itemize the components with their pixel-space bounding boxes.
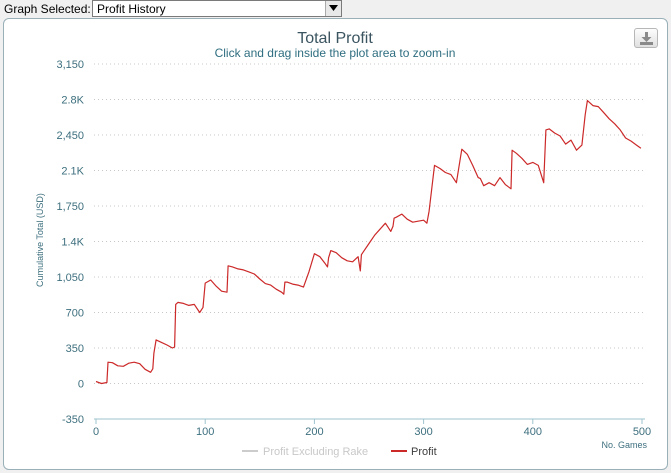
x-tick-label: 400 xyxy=(524,426,542,438)
series-line-profit[interactable] xyxy=(95,99,642,385)
legend: Profit Excluding Rake Profit xyxy=(242,446,437,458)
x-tick-label: 0 xyxy=(93,426,99,438)
graph-select-value: Profit History xyxy=(97,2,166,16)
dropdown-arrow-button[interactable] xyxy=(325,1,341,16)
y-tick-label: 1,750 xyxy=(56,201,84,213)
x-tick-label: 300 xyxy=(414,426,432,438)
legend-item-profit-excl-rake[interactable]: Profit Excluding Rake xyxy=(263,446,368,458)
y-tick-label: 350 xyxy=(66,343,84,355)
y-tick-label: 2.8K xyxy=(61,95,84,107)
download-button[interactable] xyxy=(634,28,658,48)
y-axis-label: Cumulative Total (USD) xyxy=(35,193,45,287)
y-tick-label: 1.4K xyxy=(61,237,84,249)
x-tick-label: 500 xyxy=(633,426,651,438)
y-tick-label: 3,150 xyxy=(56,59,84,71)
y-tick-label: 2,450 xyxy=(56,130,84,142)
legend-item-profit[interactable]: Profit xyxy=(411,446,437,458)
x-axis-ticks: 0 100 200 300 400 500 xyxy=(93,419,651,438)
y-tick-label: 0 xyxy=(78,379,84,391)
chevron-down-icon xyxy=(329,5,338,11)
graph-selected-label: Graph Selected: xyxy=(4,2,91,16)
x-tick-label: 200 xyxy=(305,426,323,438)
download-icon xyxy=(640,32,653,45)
chart-subtitle: Click and drag inside the plot area to z… xyxy=(215,46,456,60)
y-axis-ticks: -350 0 350 700 1,050 1.4K 1,750 2.1K 2,450 2.8K 3,… xyxy=(56,59,84,426)
grid-lines xyxy=(94,63,645,384)
x-axis-label: No. Games xyxy=(601,440,647,450)
y-tick-label: 1,050 xyxy=(56,272,84,284)
series-group xyxy=(95,99,642,385)
x-tick-label: 100 xyxy=(196,426,214,438)
chart-panel xyxy=(3,18,668,470)
graph-selector-bar: Graph Selected: Profit History xyxy=(0,0,671,18)
y-tick-label: -350 xyxy=(62,414,84,426)
y-tick-label: 700 xyxy=(66,308,84,320)
graph-select-dropdown[interactable]: Profit History xyxy=(92,0,342,17)
chart-title: Total Profit xyxy=(297,30,373,47)
y-tick-label: 2.1K xyxy=(61,166,84,178)
